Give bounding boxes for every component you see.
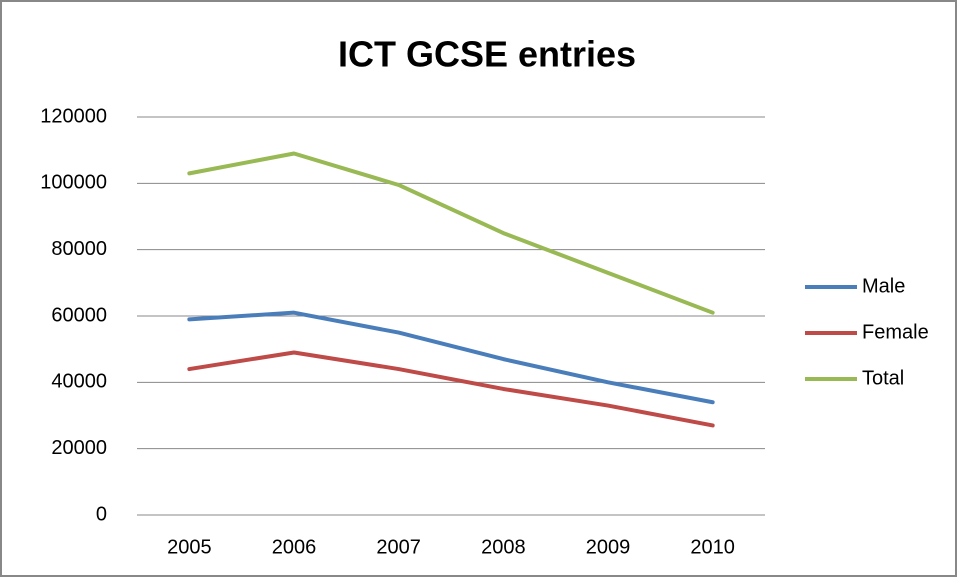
x-tick-label: 2005 <box>167 536 212 558</box>
y-tick-label: 120000 <box>40 105 107 127</box>
legend-label: Female <box>862 321 929 343</box>
line-series <box>187 151 715 315</box>
x-tick-label: 2009 <box>586 536 631 558</box>
y-tick-label: 40000 <box>51 371 107 393</box>
y-tick-label: 100000 <box>40 172 107 194</box>
y-tick-label: 0 <box>96 503 107 525</box>
line-series <box>187 310 715 405</box>
x-tick-label: 2008 <box>481 536 526 558</box>
y-tick-label: 60000 <box>51 304 107 326</box>
legend-label: Male <box>862 275 905 297</box>
y-tick-label: 80000 <box>51 238 107 260</box>
legend-label: Total <box>862 367 904 389</box>
x-tick-label: 2006 <box>272 536 317 558</box>
x-tick-label: 2010 <box>690 536 735 558</box>
y-tick-label: 20000 <box>51 437 107 459</box>
chart-title: ICT GCSE entries <box>338 34 636 75</box>
line-series <box>187 350 715 428</box>
x-tick-label: 2007 <box>376 536 421 558</box>
